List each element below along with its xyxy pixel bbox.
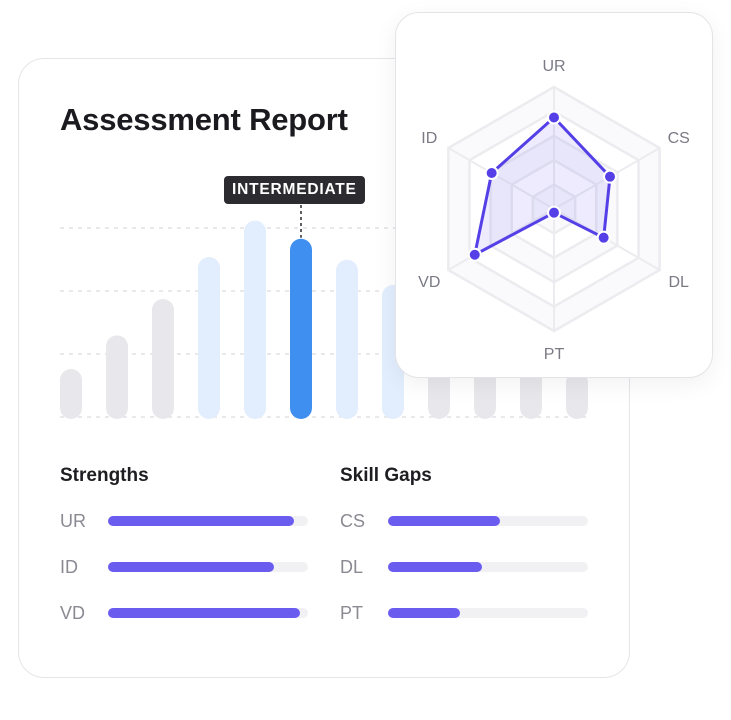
radar-axis-label: PT	[544, 346, 565, 363]
level-badge: INTERMEDIATE	[224, 176, 365, 204]
skill-radar-chart: UR CS DL PT VD ID	[418, 58, 690, 363]
radar-point	[484, 166, 499, 181]
strength-label: ID	[60, 557, 78, 577]
radar-card: UR CS DL PT VD ID	[395, 12, 713, 378]
skill-gap-fill	[388, 516, 500, 526]
skill-gap-row: CS	[340, 509, 590, 533]
strength-row: VD	[60, 601, 310, 625]
radar-point	[467, 247, 482, 262]
skill-gap-label: DL	[340, 557, 364, 577]
radar-axis-label: ID	[421, 130, 437, 147]
skill-gap-label: PT	[340, 603, 364, 623]
page-title: Assessment Report	[60, 102, 348, 137]
skill-gap-label: CS	[340, 511, 366, 531]
radar-axis-label: DL	[668, 274, 689, 291]
radar-point	[602, 169, 617, 184]
strength-fill	[108, 608, 300, 618]
strength-track	[108, 608, 308, 618]
radar-axis-label: VD	[418, 274, 440, 291]
skill-gap-track	[388, 608, 588, 618]
strength-row: UR	[60, 509, 310, 533]
radar-axis-label: UR	[542, 58, 565, 75]
skill-gap-fill	[388, 562, 482, 572]
skill-gaps-title: Skill Gaps	[340, 465, 432, 486]
strength-label: VD	[60, 603, 86, 623]
radar-point	[547, 110, 561, 125]
radar-spoke	[447, 147, 555, 210]
skill-gap-row: PT	[340, 601, 590, 625]
radar-axis-label: CS	[668, 130, 690, 147]
strength-label: UR	[60, 511, 86, 531]
strength-track	[108, 516, 308, 526]
skill-gap-row: DL	[340, 555, 590, 579]
skill-gap-track	[388, 516, 588, 526]
strength-row: ID	[60, 555, 310, 579]
skill-gap-fill	[388, 608, 460, 618]
strength-track	[108, 562, 308, 572]
radar-point	[547, 205, 561, 220]
strengths-title: Strengths	[60, 465, 149, 486]
strength-fill	[108, 516, 294, 526]
strength-fill	[108, 562, 274, 572]
radar-point	[596, 230, 611, 245]
skill-gap-track	[388, 562, 588, 572]
